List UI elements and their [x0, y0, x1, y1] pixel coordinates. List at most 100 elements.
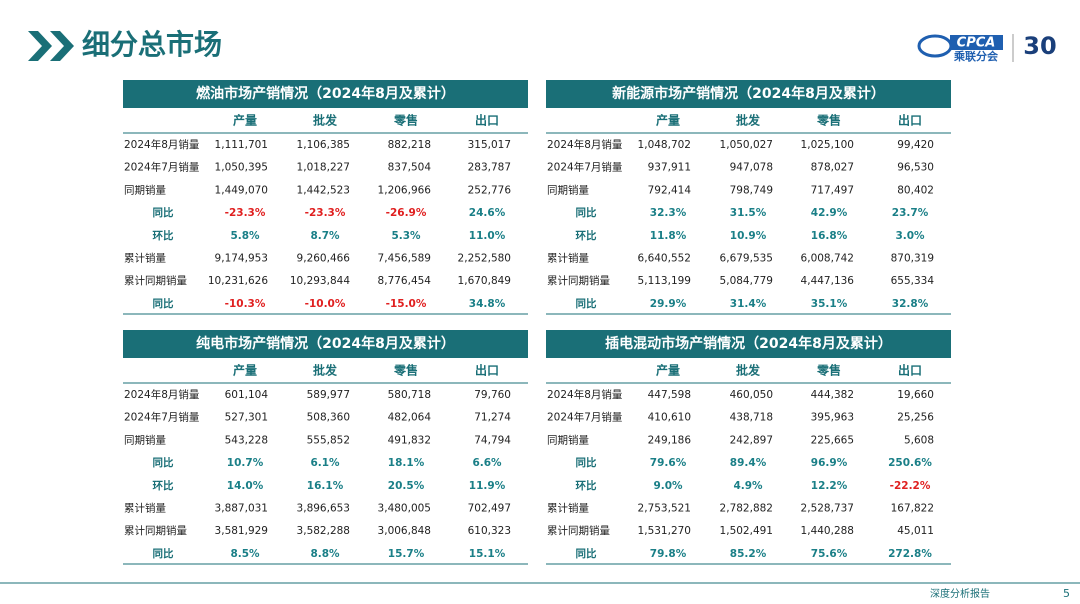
row-label: 累计销量 — [124, 502, 166, 515]
percent-cell: 6.1% — [310, 457, 340, 469]
row-label: 同比 — [576, 297, 597, 310]
row-label: 2024年8月销量 — [547, 138, 623, 151]
row-label: 同期销量 — [124, 433, 166, 446]
percent-cell: 5.8% — [230, 230, 260, 242]
value-cell: 717,497 — [811, 184, 854, 196]
value-cell: 555,852 — [307, 434, 350, 446]
table-title-bar — [123, 330, 528, 358]
value-cell: 242,897 — [730, 434, 773, 446]
value-cell: 1,050,027 — [720, 139, 773, 151]
value-cell: 6,640,552 — [638, 253, 691, 265]
value-cell: 225,665 — [811, 434, 854, 446]
percent-cell: -10.0% — [305, 298, 346, 310]
percent-cell: 6.6% — [472, 457, 502, 469]
value-cell: 10,231,626 — [208, 275, 268, 287]
row-label: 同期销量 — [547, 183, 589, 196]
column-header: 产量 — [233, 363, 257, 378]
percent-cell: 14.0% — [227, 480, 264, 492]
percent-cell: 4.9% — [733, 480, 763, 492]
value-cell: 444,382 — [811, 389, 854, 401]
percent-cell: -22.2% — [890, 480, 931, 492]
value-cell: 19,660 — [897, 389, 934, 401]
value-cell: 491,832 — [388, 434, 431, 446]
percent-cell: 89.4% — [730, 457, 767, 469]
value-cell: 1,050,395 — [215, 162, 268, 174]
percent-cell: 96.9% — [811, 457, 848, 469]
row-label: 累计同期销量 — [124, 274, 187, 287]
value-cell: 5,084,779 — [720, 275, 773, 287]
row-label: 累计同期销量 — [547, 274, 610, 287]
logo-brand: CPCA — [957, 36, 996, 51]
percent-cell: 29.9% — [650, 298, 687, 310]
value-cell: 937,911 — [648, 162, 691, 174]
column-header: 出口 — [898, 113, 922, 128]
percent-cell: 32.8% — [892, 298, 929, 310]
value-cell: 80,402 — [897, 184, 934, 196]
row-label: 环比 — [576, 229, 597, 242]
value-cell: 3,480,005 — [378, 503, 431, 515]
value-cell: 610,323 — [468, 525, 511, 537]
footer-label: 深度分析报告 — [930, 587, 990, 600]
value-cell: 882,218 — [388, 139, 431, 151]
value-cell: 1,106,385 — [297, 139, 350, 151]
value-cell: 1,440,288 — [801, 525, 854, 537]
percent-cell: 34.8% — [469, 298, 506, 310]
table-title-bar — [123, 80, 528, 108]
value-cell: 395,963 — [811, 412, 854, 424]
percent-cell: -23.3% — [225, 207, 266, 219]
value-cell: 947,078 — [730, 162, 773, 174]
percent-cell: 31.4% — [730, 298, 767, 310]
row-label: 同比 — [153, 297, 174, 310]
column-header: 产量 — [233, 113, 257, 128]
row-label: 环比 — [576, 479, 597, 492]
row-label: 2024年7月销量 — [547, 411, 623, 424]
percent-cell: -26.9% — [386, 207, 427, 219]
value-cell: 1,449,070 — [215, 184, 268, 196]
value-cell: 460,050 — [730, 389, 773, 401]
column-header: 批发 — [736, 363, 761, 378]
value-cell: 3,896,653 — [297, 503, 350, 515]
table-title: 纯电市场产销情况（2024年8月及累计） — [196, 335, 455, 352]
percent-cell: -15.0% — [386, 298, 427, 310]
value-cell: 527,301 — [225, 412, 268, 424]
row-label: 2024年7月销量 — [124, 411, 200, 424]
table-title: 燃油市场产销情况（2024年8月及累计） — [196, 85, 455, 102]
value-cell: 1,048,702 — [638, 139, 691, 151]
value-cell: 71,274 — [474, 412, 511, 424]
percent-cell: 8.7% — [310, 230, 340, 242]
row-label: 累计销量 — [124, 252, 166, 265]
row-label: 累计同期销量 — [124, 524, 187, 537]
value-cell: 6,679,535 — [720, 253, 773, 265]
chevron — [28, 31, 52, 61]
value-cell: 167,822 — [891, 503, 934, 515]
column-header: 出口 — [898, 363, 922, 378]
value-cell: 96,530 — [897, 162, 934, 174]
percent-cell: 250.6% — [888, 457, 932, 469]
value-cell: 1,670,849 — [458, 275, 511, 287]
percent-cell: 15.7% — [388, 548, 425, 560]
value-cell: 589,977 — [307, 389, 350, 401]
value-cell: 10,293,844 — [290, 275, 350, 287]
percent-cell: 11.9% — [469, 480, 506, 492]
percent-cell: 16.8% — [811, 230, 848, 242]
percent-cell: 31.5% — [730, 207, 767, 219]
logo-name: 乘联分会 — [953, 49, 999, 63]
value-cell: 5,608 — [904, 434, 934, 446]
value-cell: 1,442,523 — [297, 184, 350, 196]
percent-cell: 272.8% — [888, 548, 932, 560]
table-title: 新能源市场产销情况（2024年8月及累计） — [612, 85, 885, 102]
percent-cell: 79.6% — [650, 457, 687, 469]
value-cell: 798,749 — [730, 184, 773, 196]
logo-anniversary: 30 — [1023, 32, 1056, 60]
row-label: 同比 — [153, 456, 174, 469]
value-cell: 3,887,031 — [215, 503, 268, 515]
value-cell: 4,447,136 — [801, 275, 855, 287]
row-label: 同比 — [153, 547, 174, 560]
percent-cell: 8.8% — [310, 548, 340, 560]
percent-cell: 11.8% — [650, 230, 687, 242]
column-header: 产量 — [656, 113, 680, 128]
value-cell: 1,206,966 — [378, 184, 432, 196]
row-label: 2024年8月销量 — [124, 388, 200, 401]
chevron — [50, 31, 74, 61]
row-label: 累计销量 — [547, 252, 589, 265]
